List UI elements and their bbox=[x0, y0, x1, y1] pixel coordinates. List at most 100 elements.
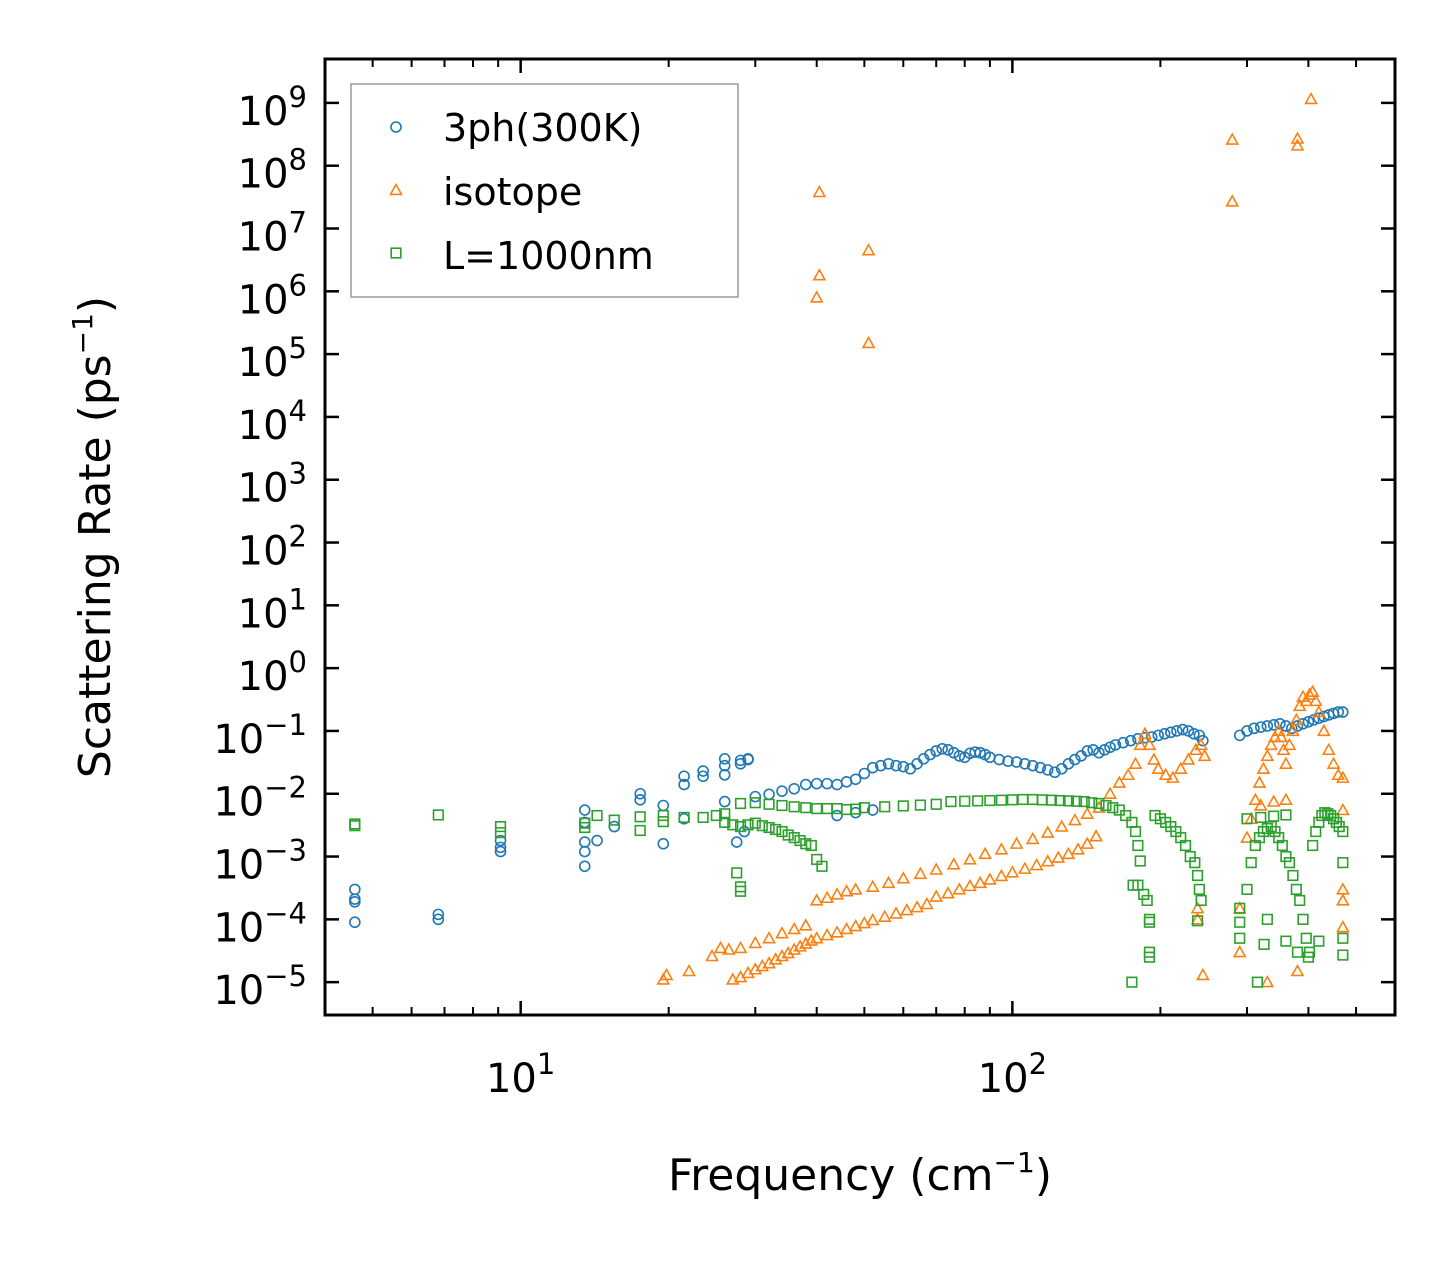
data-point bbox=[809, 893, 824, 906]
data-point bbox=[914, 799, 926, 811]
data-point bbox=[1171, 725, 1183, 737]
tick-labels: 10−5 10−4 10−3 10−2 10−1 100 101 102 103 104 105 10… bbox=[213, 80, 1047, 1102]
data-point bbox=[1253, 798, 1268, 811]
data-point bbox=[578, 860, 591, 873]
y-tick-label: 102 bbox=[238, 520, 307, 575]
y-axis-title: Scattering Rate (ps−1) bbox=[66, 296, 121, 778]
data-point bbox=[782, 829, 794, 841]
data-point bbox=[1316, 723, 1331, 737]
data-point bbox=[634, 794, 646, 806]
data-point bbox=[1081, 745, 1094, 757]
data-point bbox=[858, 767, 871, 780]
data-point bbox=[608, 820, 621, 833]
data-point bbox=[1308, 693, 1323, 707]
data-point bbox=[1129, 825, 1142, 838]
data-point bbox=[1313, 816, 1325, 828]
data-point bbox=[788, 782, 801, 795]
data-point bbox=[1268, 810, 1280, 822]
data-point bbox=[1093, 797, 1105, 810]
data-point bbox=[1194, 737, 1208, 751]
data-point bbox=[1061, 846, 1076, 860]
data-point bbox=[1302, 687, 1317, 700]
data-point bbox=[897, 760, 910, 773]
series-3 bbox=[349, 793, 1349, 988]
legend-marker bbox=[390, 121, 402, 133]
data-point bbox=[733, 940, 748, 954]
data-point bbox=[1261, 822, 1273, 835]
data-point bbox=[945, 795, 957, 808]
data-point bbox=[776, 799, 788, 812]
data-point bbox=[959, 795, 971, 807]
data-point bbox=[1297, 913, 1309, 925]
data-point bbox=[866, 804, 879, 816]
data-point bbox=[1142, 737, 1157, 751]
data-point bbox=[1117, 736, 1129, 749]
y-tick-label: 109 bbox=[238, 80, 307, 135]
data-point bbox=[1069, 753, 1081, 766]
data-point bbox=[1256, 761, 1271, 774]
data-point bbox=[794, 834, 806, 847]
data-point bbox=[742, 819, 754, 831]
data-point bbox=[749, 817, 761, 829]
data-point bbox=[1305, 684, 1320, 698]
data-point bbox=[1182, 725, 1195, 737]
data-point bbox=[1025, 831, 1040, 845]
data-point bbox=[1264, 737, 1279, 751]
data-point bbox=[1248, 722, 1260, 735]
data-point bbox=[1086, 797, 1098, 809]
data-point bbox=[749, 790, 762, 803]
x-axis-title: Frequency (cm−1) bbox=[668, 1146, 1052, 1201]
data-point bbox=[896, 871, 911, 884]
data-point bbox=[1290, 963, 1305, 977]
data-point bbox=[494, 841, 507, 854]
data-point bbox=[578, 804, 591, 816]
data-point bbox=[973, 875, 988, 889]
data-point bbox=[1068, 812, 1082, 826]
data-point bbox=[763, 798, 775, 810]
data-point bbox=[657, 816, 669, 828]
legend-marker bbox=[389, 182, 403, 196]
data-point bbox=[1104, 741, 1116, 754]
data-point bbox=[1241, 813, 1253, 825]
data-point bbox=[349, 818, 361, 830]
data-point bbox=[1078, 795, 1090, 808]
data-point bbox=[763, 821, 775, 834]
data-point bbox=[719, 816, 731, 828]
legend: 3ph(300K) isotope L=1000nm bbox=[350, 83, 739, 298]
data-point bbox=[1287, 869, 1299, 882]
data-point bbox=[697, 811, 709, 824]
y-tick-label: 10−5 bbox=[213, 959, 307, 1014]
data-point bbox=[865, 913, 880, 926]
data-point bbox=[1143, 916, 1156, 928]
data-point bbox=[762, 931, 776, 944]
data-point bbox=[1193, 883, 1205, 895]
data-point bbox=[861, 335, 876, 349]
data-point bbox=[805, 839, 817, 852]
data-point bbox=[1335, 802, 1350, 816]
legend-marker bbox=[390, 247, 402, 259]
data-point bbox=[924, 748, 936, 761]
data-point bbox=[1279, 756, 1293, 769]
data-point bbox=[848, 918, 863, 932]
data-point bbox=[947, 746, 960, 759]
data-point bbox=[718, 759, 731, 772]
data-point bbox=[787, 921, 802, 935]
data-point bbox=[1191, 869, 1204, 882]
data-point bbox=[1124, 734, 1137, 747]
data-point bbox=[730, 836, 743, 848]
legend-label-boundary: L=1000nm bbox=[443, 234, 654, 278]
data-point bbox=[1290, 131, 1305, 144]
data-point bbox=[1241, 883, 1253, 895]
data-point bbox=[995, 794, 1008, 806]
data-point bbox=[1019, 757, 1031, 770]
y-tick-label: 10−3 bbox=[213, 834, 307, 889]
data-point bbox=[1335, 770, 1350, 783]
data-point bbox=[1054, 819, 1069, 832]
data-point bbox=[718, 769, 731, 781]
data-point bbox=[1251, 976, 1264, 988]
y-tick-label: 10−4 bbox=[213, 896, 307, 951]
data-point bbox=[762, 956, 776, 969]
data-point bbox=[1134, 855, 1146, 867]
data-point bbox=[1294, 894, 1306, 907]
data-point bbox=[1280, 809, 1292, 821]
